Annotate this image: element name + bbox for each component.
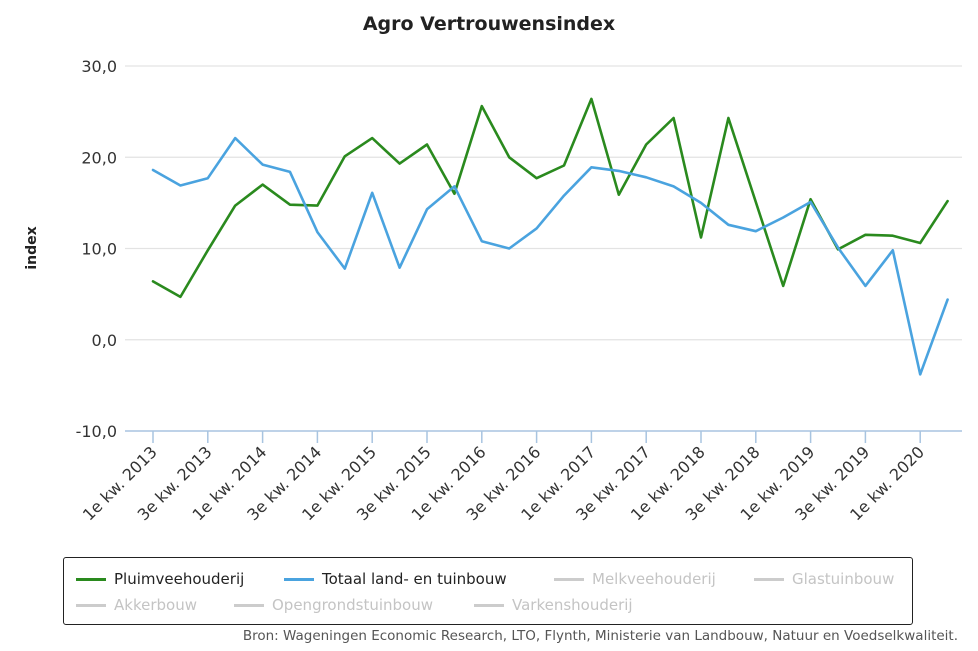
- y-tick-label: -10,0: [76, 422, 117, 441]
- legend-item[interactable]: Opengrondstuinbouw: [234, 596, 433, 614]
- legend-label: Pluimveehouderij: [114, 570, 245, 588]
- series-lines: [151, 97, 949, 376]
- legend-label: Akkerbouw: [114, 596, 197, 614]
- legend-item[interactable]: Varkenshouderij: [474, 596, 633, 614]
- legend-item[interactable]: Totaal land- en tuinbouw: [284, 570, 507, 588]
- grid-lines: [125, 65, 962, 341]
- legend-item[interactable]: Melkveehouderij: [554, 570, 716, 588]
- series-line-2: [151, 136, 949, 376]
- legend-swatch: [754, 577, 784, 581]
- source-note: Bron: Wageningen Economic Research, LTO,…: [242, 628, 958, 644]
- legend-item[interactable]: Glastuinbouw: [754, 570, 894, 588]
- y-axis-ticks: 30,0 20,0 10,0 0,0 -10,0: [76, 57, 117, 441]
- y-tick-label: 20,0: [81, 148, 117, 167]
- legend-swatch: [554, 577, 584, 581]
- chart-title: Agro Vertrouwensindex: [363, 13, 615, 35]
- legend-label: Totaal land- en tuinbouw: [322, 570, 507, 588]
- legend-label: Melkveehouderij: [592, 570, 716, 588]
- legend-swatch: [76, 603, 106, 607]
- legend-swatch: [234, 603, 264, 607]
- y-tick-label: 10,0: [81, 240, 117, 259]
- series-line-1: [151, 97, 949, 299]
- legend-label: Glastuinbouw: [792, 570, 895, 588]
- legend-swatch: [76, 577, 106, 581]
- legend: Pluimveehouderij Totaal land- en tuinbouw…: [63, 557, 913, 625]
- y-tick-label: 30,0: [81, 57, 117, 76]
- legend-item[interactable]: Pluimveehouderij: [76, 570, 244, 588]
- legend-label: Opengrondstuinbouw: [272, 596, 433, 614]
- legend-label: Varkenshouderij: [512, 596, 633, 614]
- line-chart: Agro Vertrouwensindex index 30,0 20,0 10,0…: [24, 13, 962, 524]
- legend-item[interactable]: Akkerbouw: [76, 596, 197, 614]
- y-axis-label: index: [24, 226, 40, 269]
- legend-swatch: [474, 603, 504, 607]
- legend-swatch: [284, 577, 314, 581]
- y-tick-label: 0,0: [92, 331, 117, 350]
